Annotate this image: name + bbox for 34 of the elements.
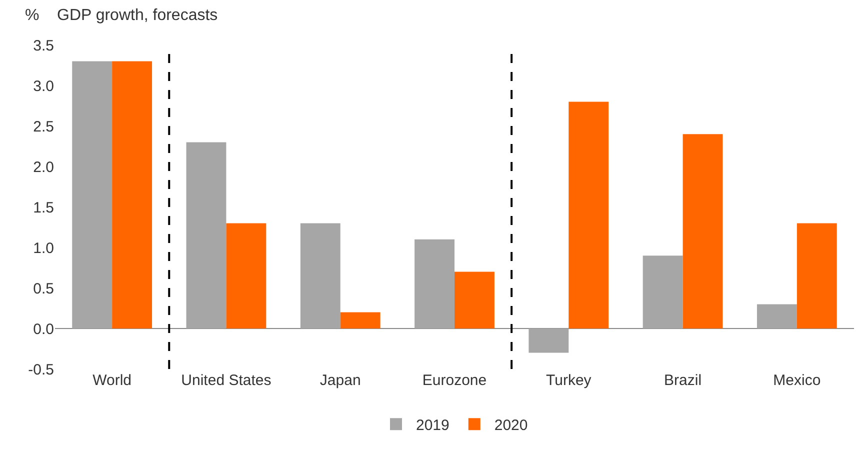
y-tick-label: -0.5: [28, 361, 54, 378]
x-tick-label: Mexico: [773, 372, 821, 389]
bar: [682, 134, 723, 328]
y-tick-label: 1.0: [33, 240, 54, 257]
bar: [642, 256, 683, 328]
chart-subtitle: GDP growth, forecasts: [57, 7, 218, 24]
bar: [796, 223, 837, 328]
bar: [568, 102, 609, 328]
x-tick-label: World: [92, 372, 132, 389]
bar: [72, 61, 112, 328]
x-tick-label: United States: [181, 372, 272, 389]
bar: [528, 328, 569, 353]
y-tick-label: 3.0: [33, 78, 54, 95]
bar: [414, 239, 454, 328]
y-tick-label: 2.5: [33, 118, 54, 136]
bar: [454, 272, 494, 328]
bar: [112, 61, 152, 328]
x-tick-label: Japan: [320, 372, 361, 389]
y-axis-title: %: [25, 7, 40, 24]
y-tick-label: 2.0: [33, 158, 54, 176]
bar: [226, 223, 266, 328]
y-tick-label: 0.0: [33, 320, 54, 338]
bar: [756, 304, 797, 328]
y-tick-label: 1.5: [33, 199, 54, 216]
x-tick-label: Eurozone: [422, 372, 487, 389]
y-tick-label: 0.5: [33, 280, 54, 298]
legend-label: 2020: [494, 416, 528, 434]
bar: [300, 223, 340, 328]
x-tick-label: Turkey: [546, 372, 592, 389]
legend-label: 2019: [416, 416, 450, 434]
x-tick-label: Brazil: [664, 372, 702, 389]
bar: [186, 142, 226, 328]
bar: [340, 312, 380, 328]
y-tick-label: 3.5: [33, 37, 54, 54]
